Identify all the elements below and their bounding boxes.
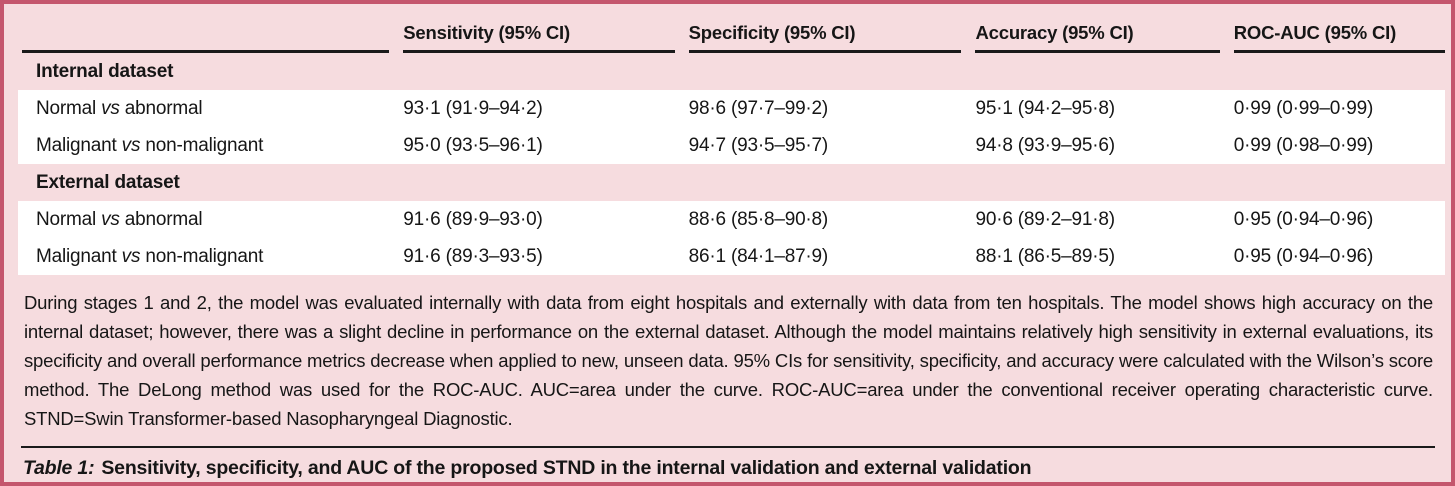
row-label-text: abnormal [119, 97, 203, 119]
row-label-text: non-malignant [140, 134, 264, 156]
caption-text: Sensitivity, specificity, and AUC of the… [101, 457, 1032, 479]
cell-roc-auc: 0·99 (0·99–0·99) [1233, 90, 1445, 127]
cell-specificity: 88·6 (85·8–90·8) [688, 201, 976, 238]
vs-italic: vs [101, 208, 120, 230]
vs-italic: vs [101, 97, 120, 119]
vs-italic: vs [121, 245, 141, 267]
cell-specificity: 94·7 (93·5–95·7) [688, 127, 976, 164]
cell-roc-auc: 0·95 (0·94–0·96) [1233, 201, 1445, 238]
table-row: Normal vs abnormal 93·1 (91·9–94·2) 98·6… [18, 90, 1445, 127]
row-label: Normal vs abnormal [18, 90, 404, 127]
section-row-external: External dataset [18, 164, 1445, 201]
table-row: Normal vs abnormal 91·6 (89·9–93·0) 88·6… [18, 201, 1445, 238]
cell-specificity: 86·1 (84·1–87·9) [688, 238, 976, 275]
vs-italic: vs [121, 134, 141, 156]
row-label-text: Normal [36, 97, 102, 119]
section-row-internal: Internal dataset [18, 53, 1445, 90]
row-label-text: Normal [36, 208, 102, 230]
results-table: Sensitivity (95% CI) Specificity (95% CI… [18, 9, 1446, 275]
row-label-text: non-malignant [140, 245, 264, 267]
cell-accuracy: 88·1 (86·5–89·5) [975, 238, 1234, 275]
col-header-roc-auc: ROC-AUC (95% CI) [1233, 9, 1446, 53]
cell-sensitivity: 91·6 (89·9–93·0) [403, 201, 689, 238]
cell-sensitivity: 91·6 (89·3–93·5) [403, 238, 689, 275]
cell-accuracy: 90·6 (89·2–91·8) [975, 201, 1234, 238]
row-label-text: abnormal [119, 208, 203, 230]
table-row: Malignant vs non-malignant 91·6 (89·3–93… [18, 238, 1445, 275]
table-caption: Table 1: Sensitivity, specificity, and AU… [23, 457, 1435, 480]
col-header-sensitivity: Sensitivity (95% CI) [403, 9, 688, 53]
cell-sensitivity: 93·1 (91·9–94·2) [403, 90, 689, 127]
col-header-specificity: Specificity (95% CI) [688, 9, 976, 53]
footnote: During stages 1 and 2, the model was eva… [24, 292, 1433, 429]
col-header-empty [18, 9, 403, 53]
cell-roc-auc: 0·95 (0·94–0·96) [1233, 238, 1445, 275]
section-title: Internal dataset [36, 61, 174, 82]
row-label: Malignant vs non-malignant [18, 127, 404, 164]
cell-roc-auc: 0·99 (0·98–0·99) [1233, 127, 1445, 164]
row-label: Normal vs abnormal [18, 201, 404, 238]
caption-label: Table 1: [23, 457, 95, 479]
cell-specificity: 98·6 (97·7–99·2) [688, 90, 976, 127]
cell-accuracy: 94·8 (93·9–95·6) [975, 127, 1234, 164]
col-header-accuracy: Accuracy (95% CI) [975, 9, 1233, 53]
row-label-text: Malignant [36, 245, 122, 267]
caption-divider [21, 446, 1435, 448]
header-row: Sensitivity (95% CI) Specificity (95% CI… [18, 9, 1446, 53]
row-label-text: Malignant [36, 134, 122, 156]
table-row: Malignant vs non-malignant 95·0 (93·5–96… [18, 127, 1445, 164]
section-title: External dataset [36, 172, 180, 193]
row-label: Malignant vs non-malignant [18, 238, 404, 275]
cell-sensitivity: 95·0 (93·5–96·1) [403, 127, 689, 164]
cell-accuracy: 95·1 (94·2–95·8) [975, 90, 1234, 127]
